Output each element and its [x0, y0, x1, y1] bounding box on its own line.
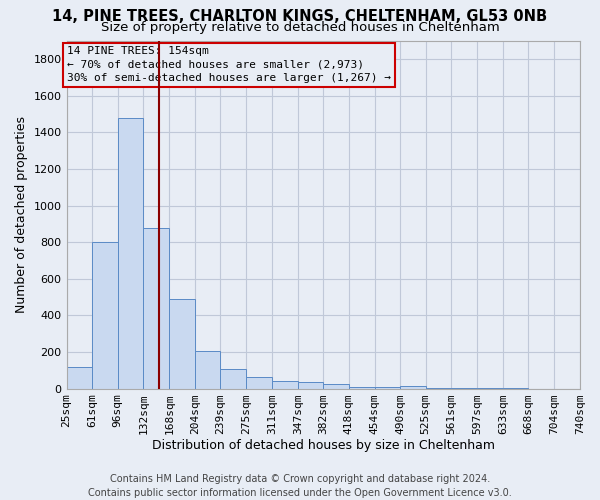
Bar: [169, 299, 195, 388]
Bar: [323, 384, 349, 388]
Bar: [67, 366, 92, 388]
Bar: [374, 387, 400, 388]
Y-axis label: Number of detached properties: Number of detached properties: [15, 116, 28, 314]
Bar: [143, 228, 169, 388]
Bar: [400, 386, 425, 388]
Text: 14, PINE TREES, CHARLTON KINGS, CHELTENHAM, GL53 0NB: 14, PINE TREES, CHARLTON KINGS, CHELTENH…: [52, 9, 548, 24]
Bar: [220, 370, 246, 388]
Bar: [195, 351, 220, 389]
Bar: [349, 387, 374, 388]
Bar: [272, 382, 298, 388]
Bar: [246, 376, 272, 388]
Text: Size of property relative to detached houses in Cheltenham: Size of property relative to detached ho…: [101, 21, 499, 34]
Text: 14 PINE TREES: 154sqm
← 70% of detached houses are smaller (2,973)
30% of semi-d: 14 PINE TREES: 154sqm ← 70% of detached …: [67, 46, 391, 83]
X-axis label: Distribution of detached houses by size in Cheltenham: Distribution of detached houses by size …: [152, 440, 495, 452]
Bar: [298, 382, 323, 388]
Text: Contains HM Land Registry data © Crown copyright and database right 2024.
Contai: Contains HM Land Registry data © Crown c…: [88, 474, 512, 498]
Bar: [118, 118, 143, 388]
Bar: [92, 242, 118, 388]
